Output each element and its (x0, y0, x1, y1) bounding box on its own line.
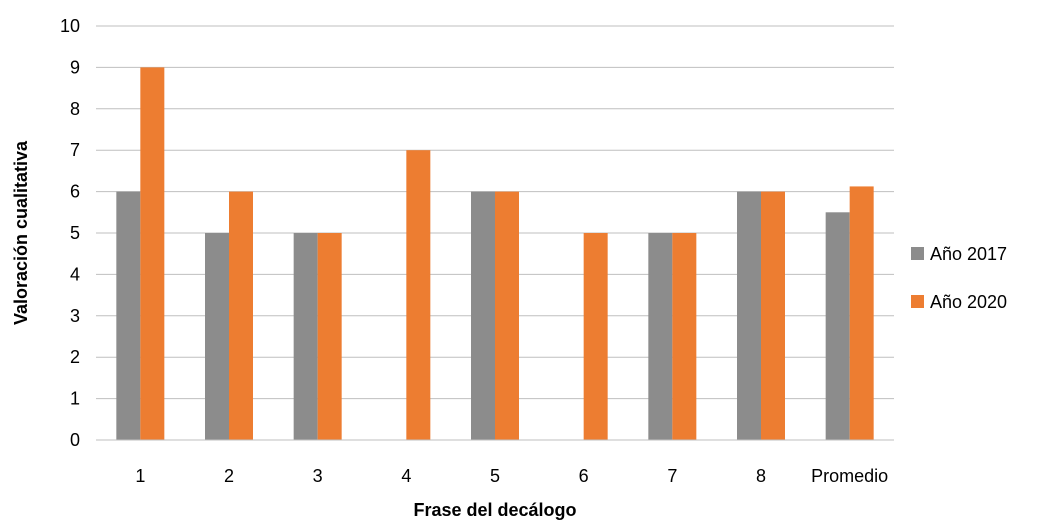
x-axis-title: Frase del decálogo (413, 500, 576, 520)
x-tick-label: 3 (313, 466, 323, 486)
x-tick-label: 4 (401, 466, 411, 486)
bar-series-1-2 (205, 233, 229, 440)
y-tick-label: 2 (70, 347, 80, 367)
y-tick-label: 5 (70, 223, 80, 243)
bars (116, 67, 874, 441)
bar-series-2-9 (849, 186, 874, 440)
bar-series-1-5 (471, 191, 495, 440)
bar-series-2-6 (583, 233, 608, 440)
x-tick-label: 5 (490, 466, 500, 486)
x-tick-label: 2 (224, 466, 234, 486)
bar-series-2-8 (761, 191, 785, 440)
y-tick-label: 7 (70, 140, 80, 160)
bar-series-2-7 (672, 233, 697, 440)
y-tick-label: 6 (70, 182, 80, 202)
y-tick-label: 3 (70, 306, 80, 326)
bar-series-1-3 (293, 233, 318, 440)
y-tick-label: 1 (70, 389, 80, 409)
bar-series-2-2 (229, 191, 253, 440)
y-tick-label: 0 (70, 430, 80, 450)
x-tick-label: 6 (579, 466, 589, 486)
x-tick-label: 1 (135, 466, 145, 486)
bar-series-1-7 (648, 233, 673, 440)
y-tick-labels: 0 1 2 3 4 5 6 7 8 9 10 (60, 16, 80, 450)
bar-series-2-4 (406, 150, 431, 440)
x-tick-label: 8 (756, 466, 766, 486)
y-tick-label: 10 (60, 16, 80, 36)
bar-series-1-1 (116, 191, 141, 440)
legend-swatch-2 (911, 295, 924, 308)
y-tick-label: 8 (70, 99, 80, 119)
legend-label-1: Año 2017 (930, 244, 1007, 264)
legend-swatch-1 (911, 247, 924, 260)
bar-series-2-1 (140, 67, 165, 441)
y-axis-title: Valoración cualitativa (11, 140, 31, 325)
bar-series-2-5 (495, 191, 519, 440)
x-tick-label: Promedio (811, 466, 888, 486)
y-tick-label: 4 (70, 264, 80, 284)
bar-series-1-9 (825, 212, 850, 440)
x-tick-labels: 1 2 3 4 5 6 7 8 Promedio (135, 466, 888, 486)
legend: Año 2017 Año 2020 (911, 244, 1007, 312)
x-tick-label: 7 (667, 466, 677, 486)
y-tick-label: 9 (70, 57, 80, 77)
legend-label-2: Año 2020 (930, 292, 1007, 312)
bar-series-2-3 (317, 233, 342, 440)
bar-series-1-8 (737, 191, 761, 440)
